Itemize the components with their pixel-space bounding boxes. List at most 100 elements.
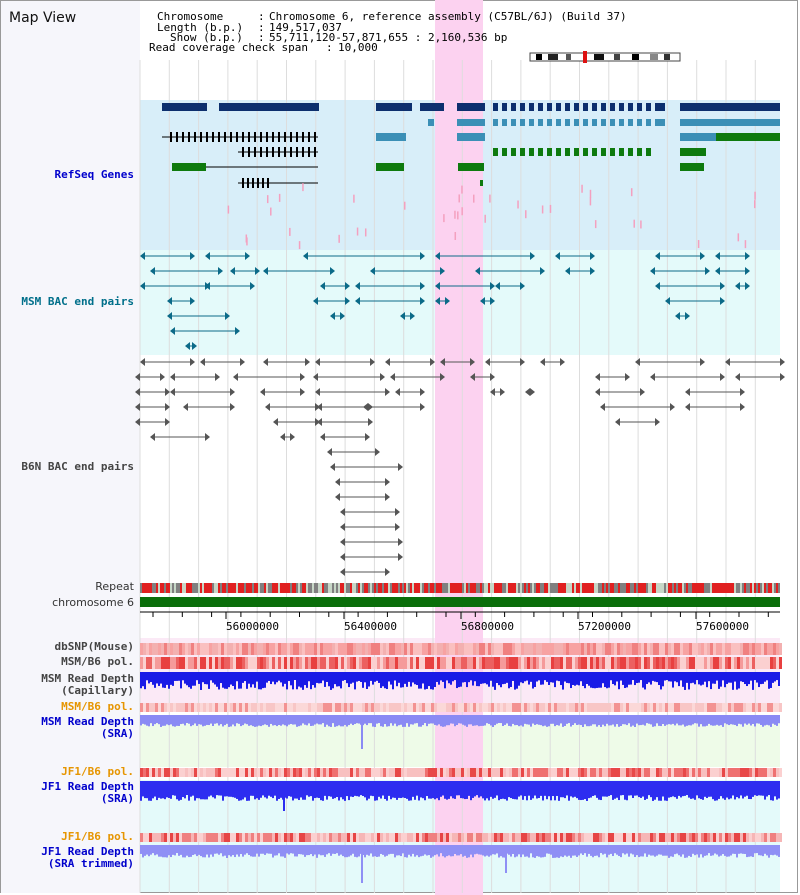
polymorphism-strip	[200, 833, 203, 842]
read-depth-bar	[398, 781, 400, 798]
read-depth-bar	[186, 845, 188, 856]
read-depth-bar	[358, 672, 360, 681]
b6n-bac-end-pair	[390, 373, 395, 381]
gene-exon	[556, 119, 561, 126]
read-depth-bar	[734, 672, 736, 682]
repeat-segment	[626, 583, 628, 593]
polymorphism-strip	[740, 657, 743, 669]
polymorphism-strip	[740, 833, 743, 842]
polymorphism-strip	[494, 768, 497, 777]
polymorphism-strip	[221, 768, 224, 777]
label-msm-depth-sra-1: MSM Read Depth	[41, 715, 134, 728]
repeat-segment	[160, 583, 162, 593]
read-depth-bar	[304, 845, 306, 857]
b6n-bac-end-pair	[685, 403, 690, 411]
read-depth-bar	[718, 845, 720, 857]
read-depth-bar	[558, 845, 560, 858]
repeat-segment	[544, 583, 546, 593]
read-depth-bar	[346, 845, 348, 858]
repeat-segment	[174, 583, 176, 593]
polymorphism-strip	[194, 643, 197, 655]
polymorphism-strip	[173, 657, 176, 669]
read-depth-bar	[510, 781, 512, 799]
gene-exon	[278, 147, 280, 157]
polymorphism-strip	[734, 768, 737, 777]
polymorphism-strip	[467, 703, 470, 712]
read-depth-bar	[562, 781, 564, 798]
polymorphism-strip	[689, 657, 692, 669]
polymorphism-strip	[158, 643, 161, 655]
msm-bac-end-pair	[720, 297, 725, 305]
read-depth-bar	[182, 845, 184, 858]
b6n-bac-end-pair	[165, 418, 170, 426]
repeat-segment	[336, 583, 338, 593]
gene-exon	[493, 148, 498, 156]
read-depth-bar	[548, 845, 550, 854]
repeat-segment	[358, 583, 360, 593]
polymorphism-strip	[695, 768, 698, 777]
polymorphism-strip	[734, 643, 737, 655]
repeat-segment	[538, 583, 540, 593]
polymorphism-strip	[698, 833, 701, 842]
polymorphism-strip	[185, 768, 188, 777]
polymorphism-strip	[770, 768, 773, 777]
read-depth-bar	[396, 715, 398, 727]
read-depth-bar	[588, 715, 590, 727]
gene-exon	[574, 103, 579, 111]
msm-bac-end-pair	[705, 267, 710, 275]
read-depth-bar	[444, 781, 446, 799]
read-depth-bar	[722, 715, 724, 727]
read-depth-bar	[726, 672, 728, 684]
polymorphism-strip	[209, 833, 212, 842]
read-depth-bar	[698, 781, 700, 799]
gene-exon	[236, 132, 238, 142]
polymorphism-strip	[188, 768, 191, 777]
read-depth-bar	[498, 715, 500, 724]
read-depth-bar	[190, 715, 192, 727]
b6n-bac-end-pair	[315, 358, 320, 366]
read-depth-bar	[572, 781, 574, 798]
read-depth-bar	[666, 715, 668, 725]
b6n-bac-end-pair	[150, 433, 155, 441]
polymorphism-strip	[749, 657, 752, 669]
read-depth-bar	[746, 781, 748, 796]
read-depth-bar	[586, 672, 588, 684]
polymorphism-strip	[419, 768, 422, 777]
polymorphism-strip	[236, 768, 239, 777]
read-depth-bar	[464, 715, 466, 726]
repeat-segment	[432, 583, 434, 593]
polymorphism-strip	[281, 768, 284, 777]
polymorphism-strip	[758, 833, 761, 842]
read-depth-bar	[776, 845, 778, 856]
read-depth-bar	[502, 781, 504, 799]
read-depth-bar	[182, 672, 184, 681]
read-depth-bar	[228, 845, 230, 856]
polymorphism-strip	[365, 643, 368, 655]
polymorphism-strip	[308, 643, 311, 655]
polymorphism-strip	[458, 643, 461, 655]
read-depth-bar	[230, 845, 232, 857]
read-depth-bar	[440, 845, 442, 854]
read-depth-bar	[236, 781, 238, 799]
repeat-segment	[248, 583, 250, 593]
header-chromosome-value: Chromosome 6, reference assembly (C57BL/…	[269, 10, 627, 23]
polymorphism-strip	[143, 703, 146, 712]
read-depth-bar	[560, 672, 562, 686]
read-depth-bar	[404, 715, 406, 727]
polymorphism-strip	[305, 657, 308, 669]
polymorphism-strip	[191, 768, 194, 777]
read-depth-bar	[626, 715, 628, 726]
gene-marker	[581, 184, 583, 193]
polymorphism-strip	[431, 643, 434, 655]
read-depth-bar	[348, 715, 350, 726]
read-depth-bar	[372, 672, 374, 685]
polymorphism-strip	[167, 768, 170, 777]
repeat-segment	[718, 583, 720, 593]
read-depth-bar	[412, 715, 414, 725]
polymorphism-strip	[473, 833, 476, 842]
polymorphism-strip	[593, 833, 596, 842]
read-depth-bar	[718, 715, 720, 726]
polymorphism-strip	[182, 657, 185, 669]
polymorphism-strip	[749, 643, 752, 655]
